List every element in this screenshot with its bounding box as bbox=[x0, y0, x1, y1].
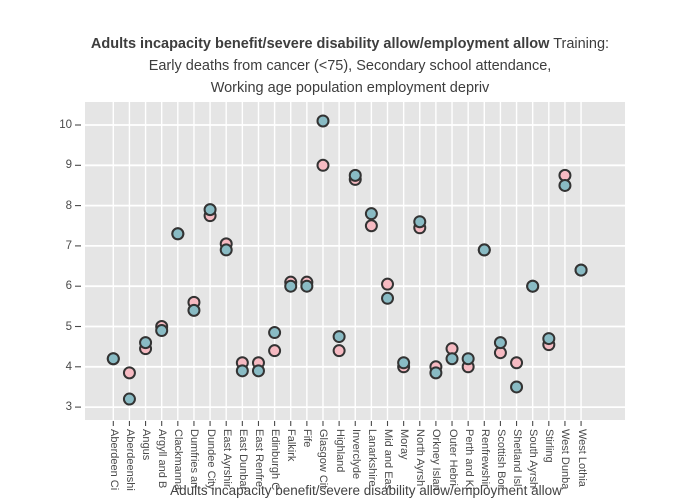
data-point-pink[interactable] bbox=[316, 158, 330, 172]
y-tick-label: 8 bbox=[65, 199, 72, 212]
data-point-pink[interactable] bbox=[268, 344, 282, 358]
x-tick-label: Fife bbox=[301, 429, 314, 448]
x-tick-label: Stirling bbox=[543, 429, 556, 463]
x-tick-label: Renfrewshir bbox=[478, 429, 491, 488]
data-point-teal[interactable] bbox=[445, 352, 459, 366]
y-tick-label: 6 bbox=[65, 280, 72, 293]
data-point-teal[interactable] bbox=[542, 332, 556, 346]
data-point-teal[interactable] bbox=[300, 279, 314, 293]
x-tick-label: Mid and Eas bbox=[382, 429, 394, 491]
x-tick-label: Moray bbox=[398, 429, 411, 460]
x-axis-title: Adults incapacity benefit/severe disabil… bbox=[170, 483, 562, 498]
x-tick-label: Dumfries an bbox=[188, 429, 201, 489]
chart-title-line2: Early deaths from cancer (<75), Secondar… bbox=[148, 58, 552, 74]
x-tick-label: West Dunba bbox=[559, 429, 572, 490]
data-point-pink[interactable] bbox=[381, 277, 395, 291]
x-tick-label: South Ayrsh bbox=[527, 429, 540, 489]
data-point-teal[interactable] bbox=[171, 227, 185, 241]
x-tick-label: Falkirk bbox=[285, 429, 298, 462]
data-point-teal[interactable] bbox=[316, 114, 330, 128]
data-point-teal[interactable] bbox=[268, 326, 282, 340]
x-tick-label: North Ayrsh bbox=[414, 429, 427, 487]
x-tick-label: Edinburgh C bbox=[269, 429, 282, 491]
chart-title-line1: Adults incapacity benefit/severe disabil… bbox=[0, 33, 700, 55]
data-point-teal[interactable] bbox=[429, 366, 443, 380]
data-point-teal[interactable] bbox=[139, 336, 153, 350]
data-point-teal[interactable] bbox=[558, 178, 572, 192]
data-point-teal[interactable] bbox=[381, 291, 395, 305]
data-point-teal[interactable] bbox=[187, 303, 201, 317]
chart-title-suffix: Training: bbox=[549, 36, 610, 52]
data-point-teal[interactable] bbox=[493, 336, 507, 350]
data-point-teal[interactable] bbox=[106, 352, 120, 366]
chart-title-line3: Working age population employment depriv bbox=[210, 80, 490, 96]
y-tick-label: 3 bbox=[65, 401, 72, 414]
x-tick-label: Outer Hebri bbox=[446, 429, 459, 486]
y-tick-label: 7 bbox=[65, 239, 72, 252]
data-point-teal[interactable] bbox=[235, 364, 249, 378]
x-tick-label: Angus bbox=[140, 429, 153, 461]
x-tick-label: Scottish Bor bbox=[494, 429, 507, 489]
data-point-pink[interactable] bbox=[364, 219, 378, 233]
x-tick-label: Glasgow Cit bbox=[317, 429, 330, 489]
x-tick-label: Highland bbox=[333, 429, 346, 473]
x-tick-label: Inverclyde bbox=[349, 429, 362, 480]
data-point-teal[interactable] bbox=[364, 207, 378, 221]
data-point-teal[interactable] bbox=[461, 352, 475, 366]
x-tick-label: East Dunbar bbox=[236, 429, 249, 491]
x-tick-label: East Renfre bbox=[252, 429, 265, 488]
data-point-pink[interactable] bbox=[332, 344, 346, 358]
x-tick-label: West Lothia bbox=[575, 429, 588, 487]
data-point-teal[interactable] bbox=[477, 243, 491, 257]
x-tick-label: Shetland Isl bbox=[511, 429, 524, 487]
x-tick-label: Lanarkshire bbox=[365, 429, 378, 487]
y-tick-label: 9 bbox=[65, 159, 72, 172]
chart-title: Adults incapacity benefit/severe disabil… bbox=[0, 33, 700, 99]
data-point-teal[interactable] bbox=[574, 263, 588, 277]
y-tick-label: 4 bbox=[65, 360, 72, 373]
data-point-teal[interactable] bbox=[203, 203, 217, 217]
x-tick-label: Aberdeenshi bbox=[123, 429, 136, 491]
data-point-pink[interactable] bbox=[510, 356, 524, 370]
chart-title-bold: Adults incapacity benefit/severe disabil… bbox=[90, 36, 550, 52]
data-point-pink[interactable] bbox=[122, 366, 136, 380]
data-point-teal[interactable] bbox=[526, 279, 540, 293]
data-point-teal[interactable] bbox=[510, 380, 524, 394]
x-tick-label: East Ayrshir bbox=[220, 429, 233, 488]
data-point-teal[interactable] bbox=[251, 364, 265, 378]
data-point-teal[interactable] bbox=[348, 168, 362, 182]
data-point-teal[interactable] bbox=[155, 324, 169, 338]
data-point-teal[interactable] bbox=[219, 243, 233, 257]
y-tick-label: 10 bbox=[59, 119, 72, 131]
data-point-teal[interactable] bbox=[413, 215, 427, 229]
x-tick-label: Aberdeen Ci bbox=[107, 429, 120, 491]
x-tick-label: Perth and Ki bbox=[462, 429, 475, 490]
x-tick-label: Dundee City bbox=[204, 429, 217, 490]
x-tick-label: Argyll and B bbox=[156, 429, 169, 489]
y-tick-label: 5 bbox=[65, 320, 72, 333]
x-tick-label: Orkney Islan bbox=[430, 429, 443, 491]
x-tick-label: Clackmanna bbox=[172, 429, 185, 491]
data-point-teal[interactable] bbox=[397, 356, 411, 370]
data-point-teal[interactable] bbox=[284, 279, 298, 293]
data-point-teal[interactable] bbox=[332, 330, 346, 344]
data-point-teal[interactable] bbox=[122, 392, 136, 406]
